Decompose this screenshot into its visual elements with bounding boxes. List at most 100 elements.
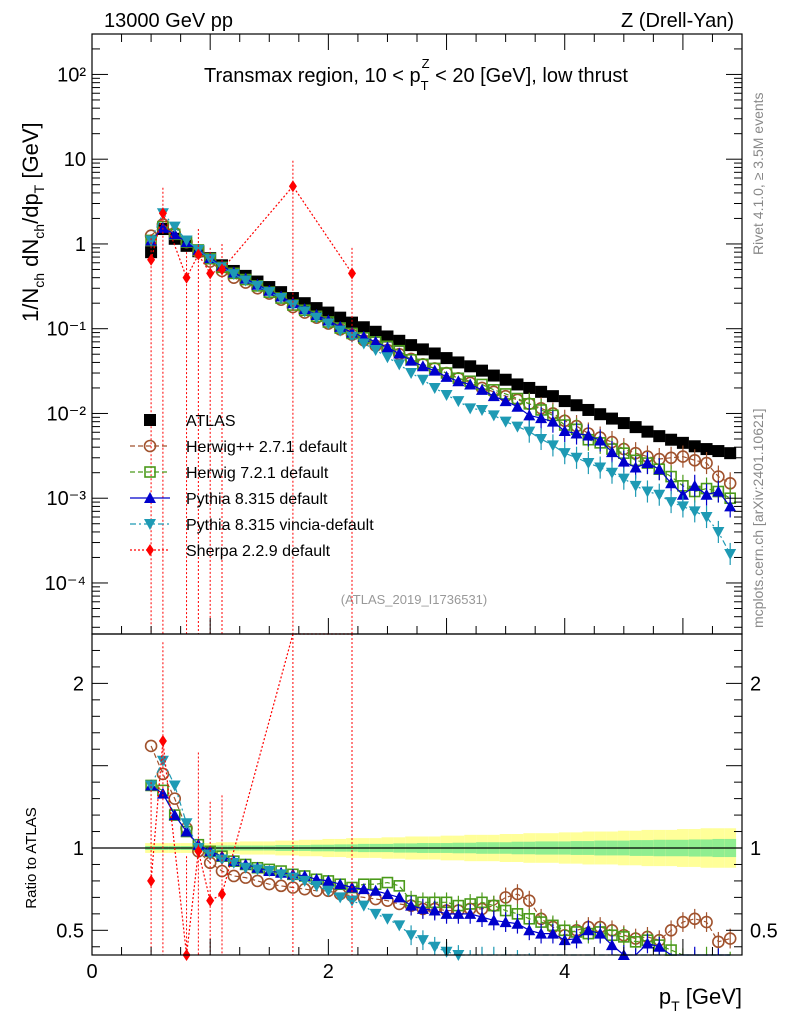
ratio-point <box>274 879 288 893</box>
ratio-point <box>487 914 500 926</box>
legend-entry: Pythia 8.315 default <box>130 491 328 508</box>
ratio-panel: 0.5 0.5 1 1 2 2 0 2 4 <box>56 633 778 983</box>
data-point <box>369 345 382 357</box>
ratio-point <box>535 927 548 939</box>
data-point <box>594 408 607 421</box>
ratio-point <box>168 792 182 805</box>
data-point <box>676 436 689 449</box>
y-tick-label: 1 <box>75 234 86 256</box>
legend-entry: Herwig 7.2.1 default <box>130 465 329 482</box>
ratio-point <box>262 877 276 891</box>
legend-marker <box>146 544 154 556</box>
data-point <box>487 369 500 382</box>
data-point <box>629 421 642 434</box>
ratio-point <box>393 920 406 932</box>
ratio-point <box>218 888 226 901</box>
legend-marker <box>144 414 156 426</box>
data-point <box>405 354 418 366</box>
data-point <box>452 356 465 369</box>
ratio-point <box>194 845 203 858</box>
data-point <box>357 338 370 350</box>
data-point <box>194 248 203 261</box>
header-left: 13000 GeV pp <box>104 10 233 32</box>
data-point <box>298 306 311 318</box>
ratio-point <box>393 880 406 892</box>
data-point <box>535 433 548 445</box>
ratio-point <box>618 931 630 943</box>
ratio-point <box>168 780 181 792</box>
xlabel-unit: [GeV] <box>680 984 742 1009</box>
data-point <box>676 488 689 500</box>
data-point <box>381 330 394 343</box>
data-point <box>688 440 701 453</box>
data-point <box>452 375 465 387</box>
ratio-point <box>511 917 524 929</box>
data-point <box>570 452 583 464</box>
ratio-point <box>156 755 169 767</box>
data-point <box>310 312 323 324</box>
series-line <box>150 225 731 499</box>
ratio-point <box>180 818 193 830</box>
data-point <box>158 207 167 220</box>
ratio-point <box>700 915 713 929</box>
data-point <box>653 489 666 501</box>
main-ylabel: 1/Nch dNch/dpT [GeV] <box>18 122 47 322</box>
ratio-point <box>523 924 536 936</box>
data-point <box>464 403 477 415</box>
ratio-point <box>180 825 193 837</box>
data-point <box>381 341 394 353</box>
data-point <box>558 395 571 408</box>
ratio-point <box>629 936 642 948</box>
ratio-point <box>369 884 382 896</box>
data-point <box>617 473 630 485</box>
data-point <box>712 485 725 497</box>
ratio-y-tick-label-right: 0.5 <box>750 920 778 942</box>
main-y-ticks: 10⁻⁴ 10⁻³ 10⁻² 10⁻¹ 1 10 10² <box>45 33 742 628</box>
ratio-point <box>723 932 737 945</box>
data-point <box>570 427 583 439</box>
ratio-point <box>416 902 429 914</box>
data-point <box>499 395 512 407</box>
data-point <box>582 429 595 441</box>
x-tick-label: 4 <box>559 961 570 983</box>
legend-marker <box>144 492 156 503</box>
data-point <box>688 479 701 491</box>
ratio-series-sherpa-2-2-9-default <box>147 633 353 961</box>
ratio-point <box>334 892 347 904</box>
ratio-point <box>428 941 441 953</box>
data-point <box>393 347 406 359</box>
y-tick-label: 10⁻³ <box>47 488 87 510</box>
y-tick-label: 10⁻² <box>47 403 87 425</box>
ratio-point <box>712 935 725 949</box>
plot-title-post: < 20 [GeV], low thrust <box>430 65 629 87</box>
plot-title-pre: Transmax region, 10 < p <box>204 65 421 87</box>
mcplots-label: mcplots.cern.ch [arXiv:2401.10621] <box>750 409 766 628</box>
data-point <box>653 463 666 475</box>
plot-title: Transmax region, 10 < pTZ < 20 [GeV], lo… <box>204 56 628 93</box>
data-point <box>334 311 347 324</box>
data-point <box>322 306 335 319</box>
ratio-point <box>405 930 418 942</box>
data-point <box>393 359 406 371</box>
data-point <box>582 458 595 470</box>
ratio-point <box>381 913 394 925</box>
data-point <box>511 400 524 412</box>
ratio-point <box>582 924 595 936</box>
data-point <box>334 325 347 337</box>
data-point <box>476 404 488 416</box>
series-line <box>150 185 353 280</box>
ratio-point <box>275 869 288 881</box>
data-point <box>641 425 654 438</box>
data-point <box>452 396 465 408</box>
ratio-y-tick-label-left: 1 <box>73 838 84 860</box>
data-point <box>558 425 571 437</box>
data-point <box>653 430 666 443</box>
ratio-point <box>263 866 276 878</box>
ratio-point <box>334 878 347 890</box>
data-point <box>594 434 607 446</box>
data-point <box>499 373 512 386</box>
ratio-point <box>499 916 512 928</box>
data-point <box>428 382 441 394</box>
data-point <box>145 235 158 247</box>
